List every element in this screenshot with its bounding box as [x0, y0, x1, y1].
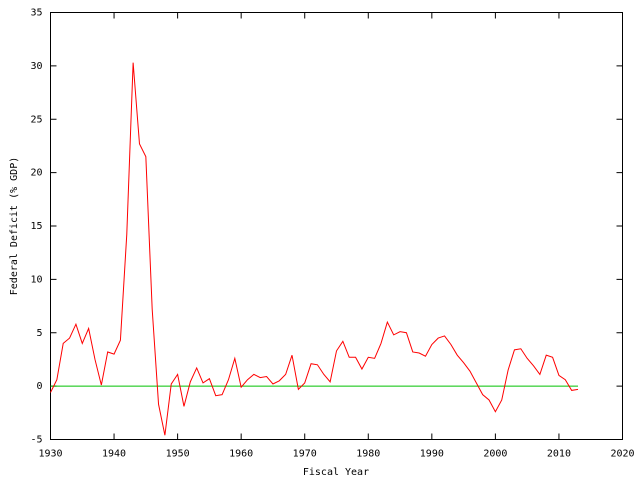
- y-tick-label: 10: [30, 274, 42, 285]
- plot-border: [50, 12, 623, 440]
- y-tick-label: 30: [30, 61, 42, 72]
- y-tick-label: 35: [30, 8, 42, 19]
- y-tick-label: 15: [30, 221, 42, 232]
- x-tick-label: 1980: [356, 449, 380, 460]
- x-tick-label: 2000: [483, 449, 507, 460]
- x-tick-label: 1990: [420, 449, 444, 460]
- x-axis-label: Fiscal Year: [303, 467, 369, 478]
- x-tick-label: 1970: [293, 449, 317, 460]
- y-tick-label: -5: [30, 435, 42, 446]
- y-tick-label: 20: [30, 168, 42, 179]
- y-tick-label: 25: [30, 114, 42, 125]
- x-tick-label: 1940: [102, 449, 126, 460]
- y-tick-label: 0: [36, 381, 42, 392]
- x-tick-label: 2020: [610, 449, 634, 460]
- x-tick-label: 1950: [166, 449, 190, 460]
- data-line: [50, 62, 579, 436]
- x-tick-label: 1930: [38, 449, 62, 460]
- y-axis-label: Federal Deficit (% GDP): [9, 157, 20, 295]
- y-tick-label: 5: [36, 328, 42, 339]
- x-tick-label: 2010: [547, 449, 571, 460]
- x-tick-label: 1960: [229, 449, 253, 460]
